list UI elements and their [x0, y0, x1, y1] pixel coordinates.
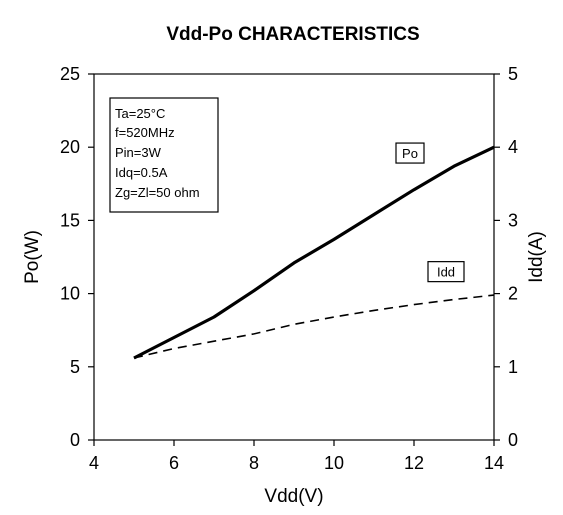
conditions-box-frame	[109, 97, 219, 213]
left-y-tick-label: 5	[70, 357, 80, 377]
x-tick-label: 12	[404, 453, 424, 473]
condition-impedance: Zg=Zl=50 ohm	[115, 185, 200, 200]
left-y-tick-label: 15	[60, 210, 80, 230]
conditions-box: Ta=25°C f=520MHz Pin=3W Idq=0.5A Zg=Zl=5…	[109, 97, 219, 213]
plot-area-frame	[93, 73, 495, 441]
right-y-tick-label: 0	[508, 430, 518, 450]
left-y-axis-label: Po(W)	[22, 230, 43, 284]
right-y-tick-label: 3	[508, 210, 518, 230]
x-tick-label: 6	[169, 453, 179, 473]
x-tick-label: 10	[324, 453, 344, 473]
condition-pin: Pin=3W	[115, 145, 162, 160]
series-layer	[133, 145, 495, 360]
right-y-tick-label: 1	[508, 357, 518, 377]
right-y-tick-label: 2	[508, 284, 518, 304]
x-axis-label: Vdd(V)	[264, 486, 323, 507]
x-axis-ticks: 4 6 8 10 12 14	[89, 440, 504, 473]
condition-frequency: f=520MHz	[115, 125, 175, 140]
right-y-axis-ticks: 0 1 2 3 4 5	[494, 64, 518, 450]
series-label-idd-box	[427, 261, 465, 283]
right-y-tick-label: 4	[508, 137, 518, 157]
condition-idq: Idq=0.5A	[115, 165, 168, 180]
series-label-idd: Idd	[437, 265, 455, 280]
x-tick-label: 8	[249, 453, 259, 473]
right-y-axis-label: Idd(A)	[526, 231, 547, 283]
left-y-tick-label: 20	[60, 137, 80, 157]
right-y-tick-label: 5	[508, 64, 518, 84]
series-label-po: Po	[402, 146, 418, 161]
series-idd-line	[133, 294, 495, 359]
left-y-tick-label: 0	[70, 430, 80, 450]
series-labels: Po Idd	[395, 142, 465, 283]
x-tick-label: 4	[89, 453, 99, 473]
series-po-line	[133, 145, 495, 360]
left-y-axis-ticks: 0 5 10 15 20 25	[60, 64, 94, 450]
x-tick-label: 14	[484, 453, 504, 473]
left-y-tick-label: 10	[60, 284, 80, 304]
condition-ta: Ta=25°C	[115, 106, 165, 121]
series-label-po-box	[395, 142, 425, 164]
left-y-tick-label: 25	[60, 64, 80, 84]
chart-title: Vdd-Po CHARACTERISTICS	[166, 24, 419, 45]
